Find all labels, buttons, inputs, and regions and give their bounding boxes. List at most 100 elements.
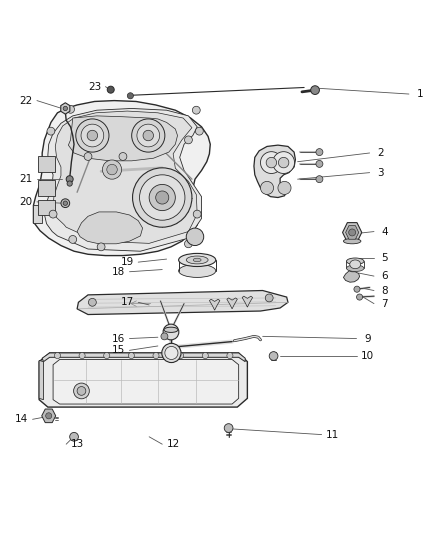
Circle shape (107, 164, 117, 175)
Circle shape (192, 106, 200, 114)
Circle shape (46, 413, 52, 419)
Circle shape (143, 130, 153, 141)
Circle shape (61, 199, 70, 207)
Polygon shape (343, 271, 360, 282)
Text: 6: 6 (381, 271, 388, 281)
Circle shape (70, 432, 78, 441)
Circle shape (47, 127, 55, 135)
Circle shape (102, 160, 122, 179)
Circle shape (273, 152, 294, 174)
Text: 9: 9 (364, 334, 371, 344)
Polygon shape (38, 200, 55, 215)
Circle shape (311, 86, 319, 94)
Polygon shape (77, 212, 143, 244)
Circle shape (153, 352, 159, 359)
Circle shape (74, 383, 89, 399)
Ellipse shape (179, 264, 216, 277)
Polygon shape (68, 116, 177, 161)
Text: 3: 3 (377, 168, 384, 177)
Circle shape (132, 119, 165, 152)
Circle shape (137, 124, 159, 147)
Circle shape (316, 160, 323, 167)
Circle shape (265, 294, 273, 302)
Polygon shape (39, 353, 247, 407)
Ellipse shape (164, 327, 178, 333)
Circle shape (84, 152, 92, 160)
Circle shape (261, 181, 274, 195)
Circle shape (66, 176, 73, 183)
Text: 8: 8 (381, 286, 388, 295)
Circle shape (97, 243, 105, 251)
Polygon shape (77, 290, 288, 314)
Circle shape (266, 157, 277, 168)
Circle shape (77, 386, 86, 395)
Polygon shape (227, 298, 237, 309)
Circle shape (161, 333, 168, 340)
Circle shape (279, 157, 289, 168)
Text: 19: 19 (121, 257, 134, 267)
Ellipse shape (343, 239, 361, 244)
Text: 1: 1 (417, 89, 423, 99)
Circle shape (54, 352, 60, 359)
Circle shape (177, 352, 184, 359)
Text: 22: 22 (19, 95, 33, 106)
Ellipse shape (350, 260, 360, 269)
Circle shape (107, 86, 114, 93)
Circle shape (354, 286, 360, 292)
Circle shape (119, 152, 127, 160)
Text: 21: 21 (19, 174, 33, 184)
Circle shape (227, 352, 233, 359)
Text: 14: 14 (15, 414, 28, 424)
Ellipse shape (179, 253, 216, 266)
Circle shape (49, 210, 57, 218)
Circle shape (88, 298, 96, 306)
Circle shape (127, 93, 134, 99)
Circle shape (278, 181, 291, 195)
Circle shape (165, 346, 178, 359)
Polygon shape (346, 225, 359, 239)
Text: 2: 2 (377, 148, 384, 158)
Circle shape (63, 106, 67, 111)
Circle shape (81, 124, 104, 147)
Circle shape (316, 149, 323, 156)
Text: 10: 10 (361, 351, 374, 361)
Text: 23: 23 (88, 82, 101, 92)
Polygon shape (38, 156, 55, 172)
Text: 15: 15 (112, 345, 125, 356)
Polygon shape (209, 299, 220, 310)
Circle shape (67, 106, 74, 113)
Circle shape (163, 324, 179, 340)
Circle shape (79, 352, 85, 359)
Circle shape (140, 175, 185, 220)
Circle shape (155, 191, 169, 204)
Polygon shape (33, 101, 210, 256)
Polygon shape (44, 108, 201, 251)
Text: 4: 4 (381, 227, 388, 237)
Text: 11: 11 (326, 430, 339, 440)
Circle shape (149, 184, 175, 211)
Polygon shape (242, 296, 253, 307)
Circle shape (195, 127, 203, 135)
Circle shape (69, 236, 77, 244)
Circle shape (202, 352, 208, 359)
Ellipse shape (193, 258, 201, 262)
Polygon shape (53, 359, 239, 404)
Circle shape (269, 352, 278, 360)
Polygon shape (38, 180, 55, 196)
Circle shape (224, 424, 233, 432)
Polygon shape (42, 409, 56, 423)
Circle shape (162, 343, 181, 362)
Text: 20: 20 (19, 197, 32, 207)
Text: 18: 18 (112, 266, 125, 277)
Circle shape (67, 181, 72, 186)
Circle shape (104, 352, 110, 359)
Circle shape (349, 229, 356, 236)
Circle shape (186, 228, 204, 246)
Ellipse shape (346, 258, 364, 264)
Text: 13: 13 (71, 439, 84, 449)
Text: 5: 5 (381, 253, 388, 263)
Polygon shape (33, 205, 42, 223)
Circle shape (87, 130, 98, 141)
Text: 7: 7 (381, 298, 388, 309)
Circle shape (128, 352, 134, 359)
